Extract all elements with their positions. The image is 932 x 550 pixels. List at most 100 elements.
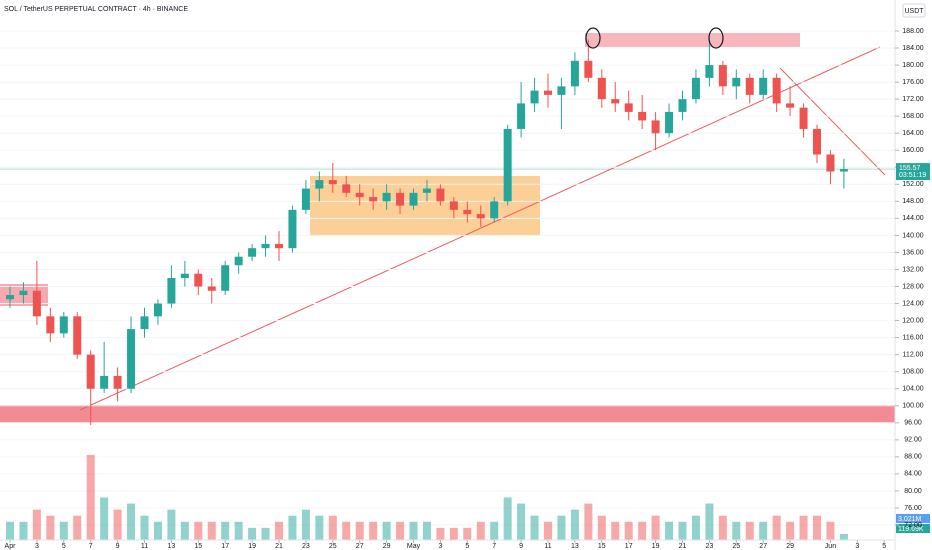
- volume-bar: [207, 521, 216, 540]
- x-tick-label: 23: [302, 543, 310, 550]
- y-tick-label: 96.00: [904, 420, 922, 427]
- x-tick-label: Jun: [825, 543, 836, 550]
- candle-body: [301, 188, 310, 210]
- x-tick-label: 13: [168, 543, 176, 550]
- volume-bar: [678, 521, 687, 540]
- volume-bar: [46, 515, 55, 540]
- volume-bar: [355, 521, 364, 540]
- y-tick-label: 72.00: [904, 522, 922, 529]
- y-tick-label: 124.00: [902, 300, 924, 307]
- candle-body: [46, 316, 55, 334]
- candle-body: [476, 214, 485, 219]
- x-tick-label: 5: [882, 543, 886, 550]
- plot: [0, 30, 895, 540]
- volume-bar: [651, 515, 660, 540]
- volume-bar: [463, 527, 472, 540]
- candle-body: [624, 103, 633, 112]
- volume-bar: [449, 527, 458, 540]
- y-tick-label: 120.00: [902, 317, 924, 324]
- candle-body: [759, 77, 768, 95]
- volume-bar: [691, 515, 700, 540]
- volume-bar: [261, 527, 270, 540]
- volume-bar: [557, 515, 566, 540]
- chart-title: SOL / TetherUS PERPETUAL CONTRACT · 4h ·…: [4, 6, 188, 13]
- volume-bar: [140, 515, 149, 540]
- candle-body: [127, 329, 136, 389]
- y-tick-label: 76.00: [904, 505, 922, 512]
- x-tick-label: 29: [786, 543, 794, 550]
- volume-bar: [611, 521, 620, 540]
- trendline-down: [779, 67, 886, 176]
- volume-bar: [221, 521, 230, 540]
- volume-bar: [19, 521, 28, 540]
- candle-body: [665, 111, 674, 134]
- countdown: 03:51:19: [899, 172, 926, 179]
- volume-bar: [745, 521, 754, 540]
- volume-bar: [382, 521, 391, 540]
- candle-body: [32, 290, 41, 317]
- volume-bar: [544, 521, 552, 540]
- x-tick-label: 23: [706, 543, 714, 550]
- candle-body: [315, 180, 324, 189]
- trendline-up: [79, 46, 881, 411]
- top-marker: [708, 27, 724, 49]
- x-tick-label: 19: [248, 543, 256, 550]
- top-marker: [585, 27, 601, 49]
- volume-bar: [584, 503, 593, 540]
- volume-bar: [328, 515, 337, 540]
- volume-bar: [409, 521, 418, 540]
- candle-body: [517, 103, 526, 129]
- candle-body: [100, 375, 109, 389]
- x-tick-label: 3: [855, 543, 859, 550]
- candle-body: [718, 65, 727, 87]
- support-zone: [0, 405, 895, 423]
- x-tick-label: 11: [544, 543, 551, 550]
- candle-body: [261, 243, 270, 249]
- candle-body: [544, 90, 552, 95]
- candle-body: [19, 290, 28, 296]
- candle-body: [638, 111, 647, 121]
- x-tick-label: 17: [625, 543, 633, 550]
- volume-bar: [59, 521, 68, 540]
- volume-bar: [517, 503, 526, 540]
- last-price-tag: [896, 163, 930, 181]
- y-tick-label: 168.00: [902, 113, 924, 120]
- volume-bar: [597, 515, 606, 540]
- candle-body: [73, 316, 82, 355]
- volume-bar: [718, 515, 727, 540]
- candle-body: [678, 99, 687, 112]
- volume-bar: [826, 521, 835, 540]
- x-tick-label: 13: [571, 543, 579, 550]
- volume-bar: [73, 515, 82, 540]
- x-tick-label: 21: [679, 543, 687, 550]
- volume-bar: [6, 521, 14, 540]
- y-tick-label: 136.00: [902, 249, 924, 256]
- volume-bar: [476, 521, 485, 540]
- x-tick-label: 21: [275, 543, 283, 550]
- candle-body: [584, 60, 593, 78]
- y-tick-label: 188.00: [902, 28, 924, 35]
- candle-body: [382, 192, 391, 202]
- candle-body: [221, 265, 230, 291]
- candle-body: [194, 273, 203, 287]
- volume-bar: [705, 503, 714, 540]
- candle-body: [248, 248, 257, 257]
- x-tick-label: Apr: [5, 543, 17, 550]
- volume-bar: [396, 521, 405, 540]
- x-tick-label: 25: [732, 543, 740, 550]
- volume-tag: [896, 514, 930, 523]
- candle-body: [691, 77, 700, 100]
- y-tick-label: 176.00: [902, 79, 924, 86]
- y-tick-label: 172.00: [902, 96, 924, 103]
- candle-body: [342, 184, 351, 193]
- volume-bar: [194, 521, 203, 540]
- x-tick-label: 29: [383, 543, 391, 550]
- volume-bar: [248, 527, 257, 540]
- candle-body: [813, 128, 821, 155]
- volume-bar: [234, 521, 243, 540]
- volume-bar: [772, 515, 781, 540]
- candle-body: [288, 209, 297, 249]
- y-tick-label: 92.00: [904, 437, 922, 444]
- candle-body: [140, 316, 149, 330]
